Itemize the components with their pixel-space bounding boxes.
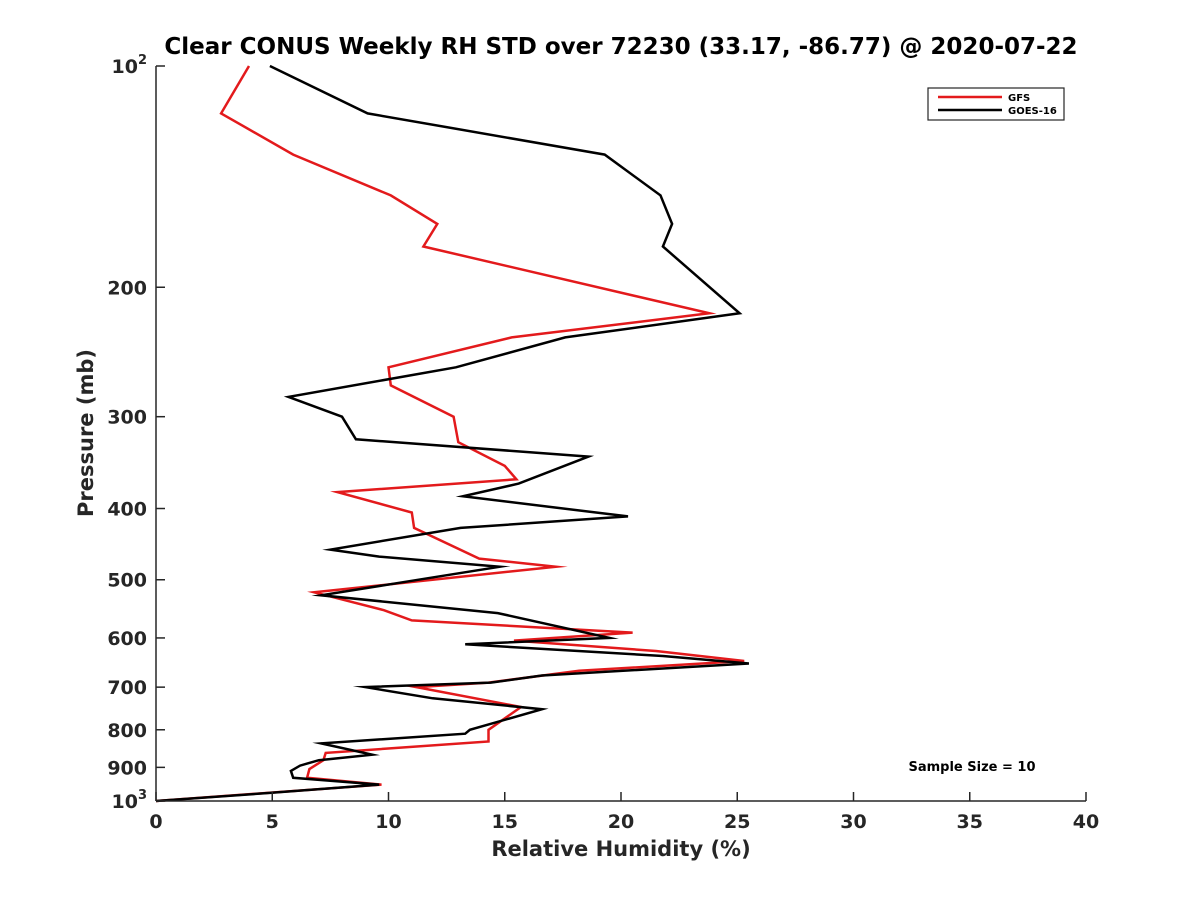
- x-axis-label: Relative Humidity (%): [491, 837, 750, 861]
- legend-label-goes-16: GOES-16: [1008, 106, 1057, 117]
- x-tick-label: 40: [1073, 811, 1099, 833]
- x-tick-label: 10: [375, 811, 401, 833]
- x-tick-label: 25: [724, 811, 750, 833]
- y-tick-label: 102: [112, 53, 148, 78]
- y-axis-label: Pressure (mb): [74, 349, 98, 517]
- x-tick-label: 0: [149, 811, 162, 833]
- y-tick-label: 400: [107, 499, 147, 521]
- y-tick-label: 800: [107, 720, 147, 742]
- series-line-gfs: [155, 65, 745, 803]
- x-tick-label: 5: [266, 811, 279, 833]
- legend: GFS GOES-16: [927, 87, 1065, 121]
- series-line-goes-16: [155, 64, 750, 803]
- sample-size-annotation: Sample Size = 10: [908, 760, 1035, 775]
- y-tick-label: 600: [107, 628, 147, 650]
- y-tick-label: 500: [107, 570, 147, 592]
- series-layer: [155, 64, 750, 803]
- y-tick-label: 300: [107, 407, 147, 429]
- x-tick-label: 15: [492, 811, 518, 833]
- y-tick-label: 900: [107, 757, 147, 779]
- legend-label-gfs: GFS: [1008, 93, 1030, 104]
- x-tick-label: 20: [608, 811, 634, 833]
- y-tick-label: 103: [112, 788, 148, 813]
- y-tick-label: 700: [107, 677, 147, 699]
- y-tick-label: 200: [107, 277, 147, 299]
- chart-title: Clear CONUS Weekly RH STD over 72230 (33…: [164, 34, 1077, 60]
- legend-box: [927, 87, 1065, 121]
- x-tick-label: 35: [957, 811, 983, 833]
- axes: 0 5 10 15 20 25 30 35 40 102 200 300 400 500 600 700 800…: [107, 53, 1099, 833]
- x-tick-label: 30: [840, 811, 866, 833]
